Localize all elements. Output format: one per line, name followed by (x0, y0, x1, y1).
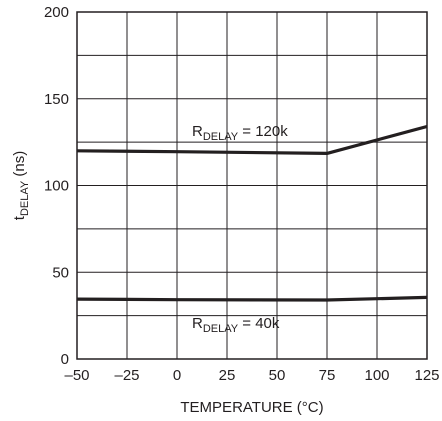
x-tick-label: 25 (219, 367, 236, 384)
x-axis-title: TEMPERATURE (°C) (180, 399, 323, 416)
series-label-40k-sub: DELAY (203, 323, 239, 335)
y-axis-title-suffix: (ns) (11, 151, 28, 181)
grid (76, 11, 428, 360)
y-tick-label: 150 (44, 91, 69, 108)
series-label-120k-sub: DELAY (203, 131, 239, 143)
plot-frame (76, 11, 428, 360)
series-line-40k (76, 295, 428, 302)
y-axis-title-sub: DELAY (19, 180, 31, 216)
series-label-40k-suffix: = 40k (238, 315, 280, 332)
x-tick-label: –25 (114, 367, 139, 384)
x-tick-label: 125 (414, 367, 439, 384)
x-tick-label: 0 (173, 367, 181, 384)
series-label-40k-main: R (192, 315, 203, 332)
x-tick-label: 50 (269, 367, 286, 384)
series-label-120k-main: R (192, 123, 203, 140)
tick-labels: –50 –25 0 25 50 75 100 125 0 50 100 150 200 (44, 4, 440, 384)
series-line-120k (76, 124, 428, 155)
x-tick-label: –50 (64, 367, 89, 384)
y-tick-label: 100 (44, 178, 69, 195)
x-tick-label: 100 (364, 367, 389, 384)
series-label-40k: RDELAY = 40k (192, 315, 280, 335)
x-tick-label: 75 (319, 367, 336, 384)
series-lines (76, 124, 428, 302)
y-tick-label: 50 (52, 264, 69, 281)
y-axis-title: tDELAY (ns) (11, 151, 31, 220)
y-axis-title-main: t (11, 215, 28, 220)
y-tick-label: 0 (61, 351, 69, 368)
series-label-120k: RDELAY = 120k (192, 123, 288, 143)
series-label-120k-suffix: = 120k (238, 123, 288, 140)
y-tick-label: 200 (44, 4, 69, 21)
